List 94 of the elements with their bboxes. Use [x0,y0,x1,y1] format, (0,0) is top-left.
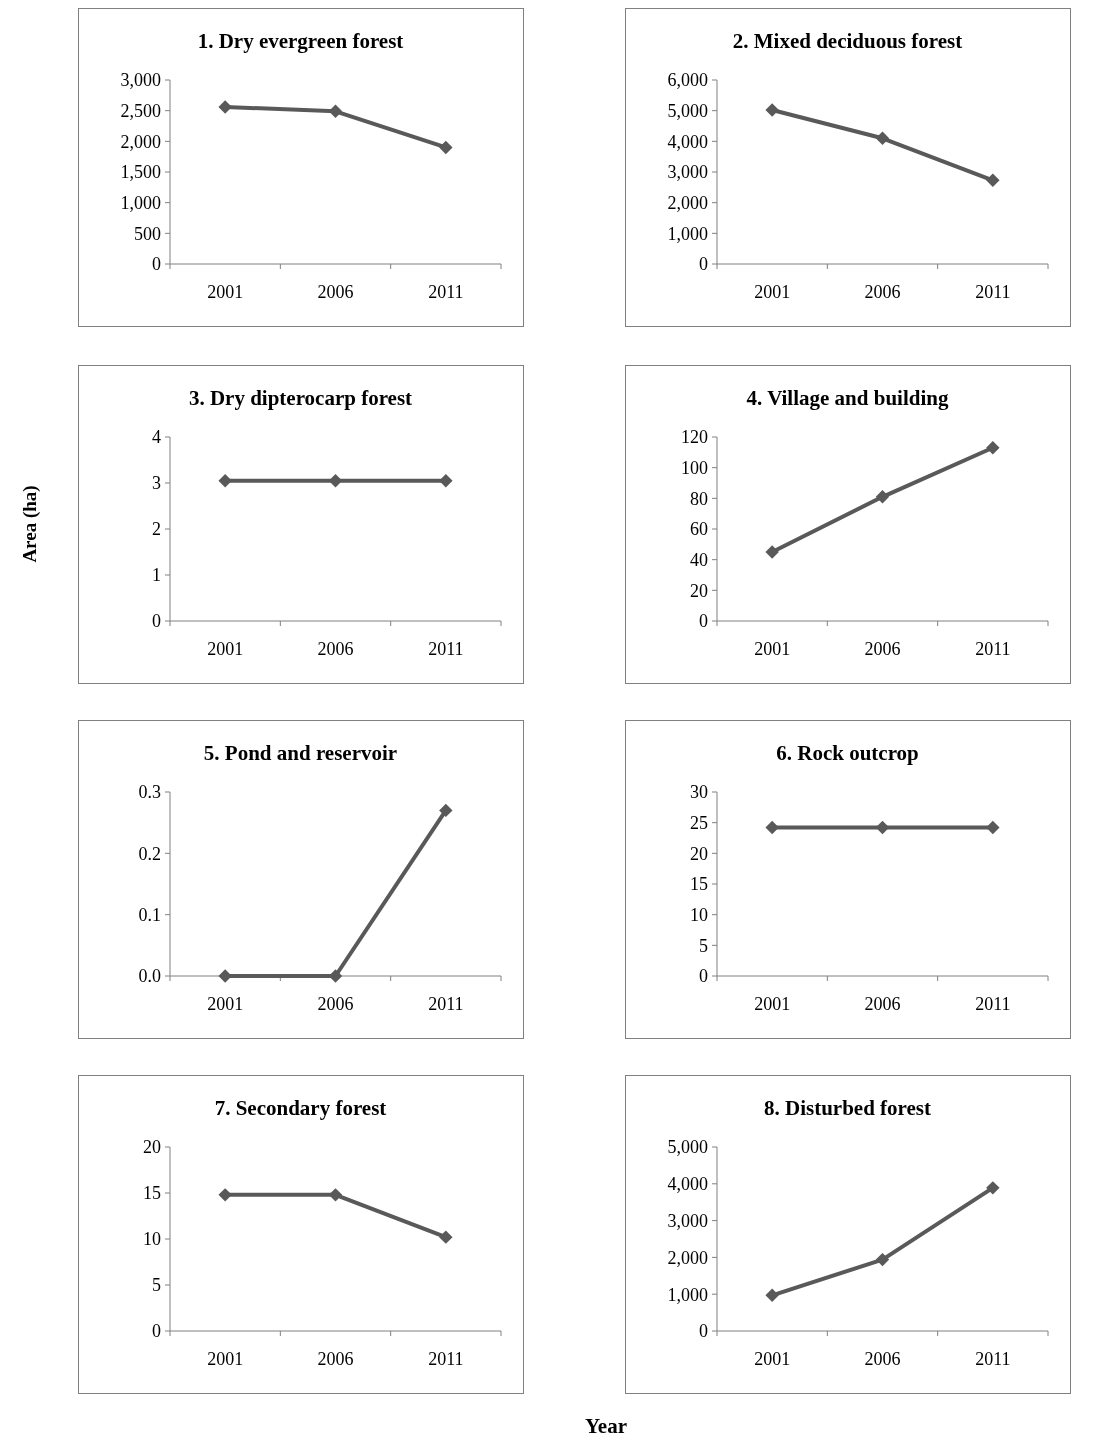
y-tick-label: 20 [143,1137,161,1158]
x-tick-label: 2011 [975,639,1011,659]
y-tick-label: 0 [699,611,708,632]
x-tick-label: 2006 [317,1349,354,1369]
chart-title: 7. Secondary forest [214,1096,387,1120]
x-tick-label: 2006 [317,282,354,302]
y-tick-label: 5,000 [667,1137,708,1158]
point [765,1288,779,1303]
y-tick-label: 5,000 [667,100,708,121]
x-tick-label: 2011 [428,282,464,302]
x-tick-label: 2006 [317,994,354,1014]
point [875,490,890,504]
x-tick-label: 2001 [754,282,791,302]
chart-title: 8. Disturbed forest [763,1096,932,1120]
y-tick-label: 2,000 [667,1247,708,1268]
y-tick-label: 0 [699,254,708,275]
y-tick-label: 30 [690,782,708,803]
y-tick-label: 3 [152,473,161,494]
y-tick-label: 0.3 [138,782,161,803]
x-tick-label: 2001 [207,1349,244,1369]
chart-title: 3. Dry dipterocarp forest [188,386,413,410]
chart-title: 6. Rock outcrop [776,741,919,765]
y-tick-label: 80 [690,488,708,509]
x-tick-label: 2011 [428,1349,464,1369]
y-tick-label: 0 [699,966,708,987]
x-tick-label: 2001 [207,639,244,659]
x-tick-label: 2006 [864,282,901,302]
y-tick-label: 15 [690,874,708,895]
x-tick-label: 2001 [207,282,244,302]
y-tick-label: 3,000 [667,162,708,183]
y-tick-label: 15 [143,1183,161,1204]
y-tick-label: 60 [690,519,708,540]
y-tick-label: 0 [152,611,161,632]
y-tick-label: 500 [134,223,161,244]
y-tick-label: 5 [699,935,708,956]
y-tick-label: 5 [152,1275,161,1296]
y-tick-label: 120 [681,427,708,448]
point [986,173,1000,187]
x-tick-label: 2006 [864,994,901,1014]
x-tick-label: 2006 [864,639,901,659]
y-tick-label: 4 [152,427,161,448]
y-tick-label: 1,500 [120,162,161,183]
x-tick-label: 2001 [207,994,244,1014]
point [875,1252,890,1267]
x-tick-label: 2011 [975,282,1011,302]
y-tick-label: 1 [152,565,161,586]
point [986,1181,1000,1195]
x-tick-label: 2011 [428,639,464,659]
x-tick-label: 2006 [864,1349,901,1369]
x-tick-label: 2011 [975,994,1011,1014]
y-tick-label: 2,000 [120,131,161,152]
y-tick-label: 40 [690,549,708,570]
y-tick-label: 0 [152,254,161,275]
point [328,104,343,118]
y-tick-label: 1,000 [667,1284,708,1305]
x-axis-title: Year [585,1414,627,1438]
y-tick-label: 0 [699,1321,708,1342]
chart-title: 1. Dry evergreen forest [197,29,404,53]
x-tick-label: 2011 [975,1349,1011,1369]
y-tick-label: 0.0 [138,966,161,987]
y-tick-label: 4,000 [667,131,708,152]
x-tick-label: 2001 [754,1349,791,1369]
x-tick-label: 2001 [754,994,791,1014]
y-tick-label: 3,000 [120,70,161,91]
y-tick-label: 1,000 [667,223,708,244]
point [439,140,453,155]
y-tick-label: 2 [152,519,161,540]
x-tick-label: 2006 [317,639,354,659]
point [765,545,779,559]
y-tick-label: 20 [690,580,708,601]
point [875,131,890,145]
y-tick-label: 20 [690,843,708,864]
chart-title: 5. Pond and reservoir [203,741,398,765]
y-tick-label: 1,000 [120,192,161,213]
y-axis-title: Area (ha) [19,485,41,563]
y-tick-label: 0.1 [138,904,161,925]
y-tick-label: 2,500 [120,100,161,121]
y-tick-label: 4,000 [667,1174,708,1195]
y-tick-label: 0.2 [138,843,161,864]
y-tick-label: 6,000 [667,70,708,91]
y-tick-label: 10 [690,904,708,925]
y-tick-label: 10 [143,1229,161,1250]
x-tick-label: 2001 [754,639,791,659]
chart-title: 2. Mixed deciduous forest [732,29,963,53]
y-tick-label: 25 [690,812,708,833]
point [765,103,779,117]
chart-title: 4. Village and building [746,386,949,410]
y-tick-label: 100 [681,457,708,478]
y-tick-label: 3,000 [667,1210,708,1231]
x-tick-label: 2011 [428,994,464,1014]
y-tick-label: 0 [152,1321,161,1342]
point [986,441,1000,455]
y-tick-label: 2,000 [667,192,708,213]
point [218,100,232,114]
